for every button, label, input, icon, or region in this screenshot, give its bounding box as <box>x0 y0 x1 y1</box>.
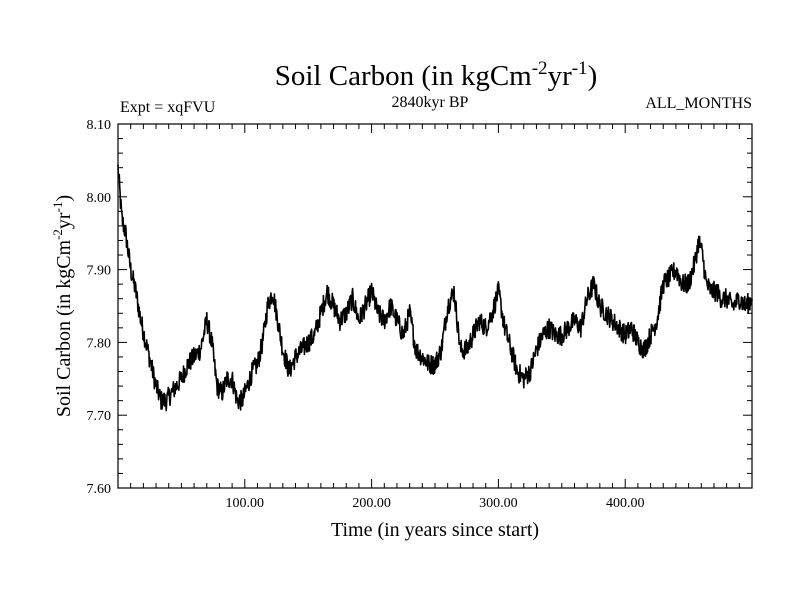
plot-frame <box>117 123 753 489</box>
y-axis-label: Soil Carbon (in kgCm-2yr-1) <box>50 195 75 417</box>
y-tick-label: 7.80 <box>87 336 112 351</box>
soil-carbon-series-line <box>117 164 753 412</box>
axis-ticks <box>118 124 752 488</box>
chart-title: Soil Carbon (in kgCm-2yr-1) <box>275 58 597 92</box>
x-tick-labels: 100.00 200.00 300.00 400.00 <box>226 496 645 511</box>
x-tick-label: 300.00 <box>479 496 518 511</box>
period-label: 2840kyr BP <box>392 94 469 111</box>
x-tick-label: 200.00 <box>352 496 391 511</box>
y-tick-label: 8.00 <box>87 191 112 206</box>
months-label: ALL_MONTHS <box>645 95 752 112</box>
expt-label: Expt = xqFVU <box>120 99 216 116</box>
x-tick-label: 400.00 <box>606 496 645 511</box>
y-tick-label: 8.10 <box>87 118 112 133</box>
y-tick-label: 7.70 <box>87 409 112 424</box>
x-axis-label: Time (in years since start) <box>331 519 539 541</box>
y-tick-labels: 7.60 7.70 7.80 7.90 8.00 8.10 <box>87 118 112 497</box>
x-tick-label: 100.00 <box>226 496 265 511</box>
y-tick-label: 7.90 <box>87 264 112 279</box>
y-tick-label: 7.60 <box>87 482 112 497</box>
